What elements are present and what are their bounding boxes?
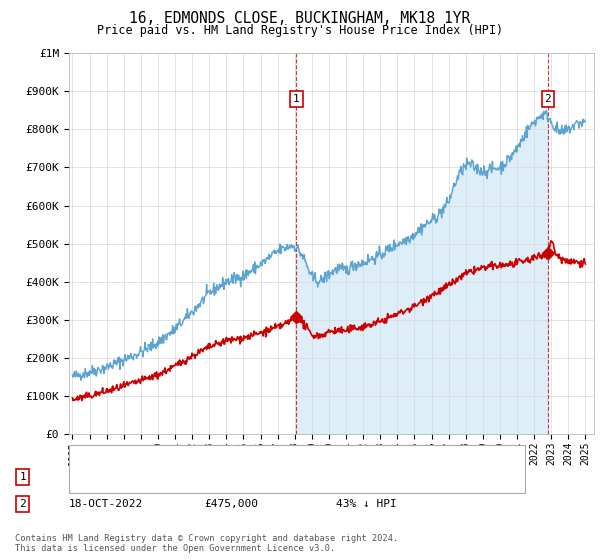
Text: 2: 2: [544, 94, 551, 104]
Text: Price paid vs. HM Land Registry's House Price Index (HPI): Price paid vs. HM Land Registry's House …: [97, 24, 503, 36]
Text: 37% ↓ HPI: 37% ↓ HPI: [336, 472, 397, 482]
Text: 16, EDMONDS CLOSE, BUCKINGHAM, MK18 1YR (detached house): 16, EDMONDS CLOSE, BUCKINGHAM, MK18 1YR …: [108, 452, 458, 463]
Text: HPI: Average price, detached house, Buckinghamshire: HPI: Average price, detached house, Buck…: [108, 474, 427, 484]
Text: 16, EDMONDS CLOSE, BUCKINGHAM, MK18 1YR: 16, EDMONDS CLOSE, BUCKINGHAM, MK18 1YR: [130, 11, 470, 26]
Text: 2: 2: [19, 499, 26, 509]
Text: 1: 1: [19, 472, 26, 482]
Text: 07-FEB-2008: 07-FEB-2008: [69, 472, 143, 482]
Text: 1: 1: [293, 94, 300, 104]
Text: £475,000: £475,000: [204, 499, 258, 509]
Text: £307,500: £307,500: [204, 472, 258, 482]
Text: 18-OCT-2022: 18-OCT-2022: [69, 499, 143, 509]
Text: 43% ↓ HPI: 43% ↓ HPI: [336, 499, 397, 509]
Text: Contains HM Land Registry data © Crown copyright and database right 2024.
This d: Contains HM Land Registry data © Crown c…: [15, 534, 398, 553]
